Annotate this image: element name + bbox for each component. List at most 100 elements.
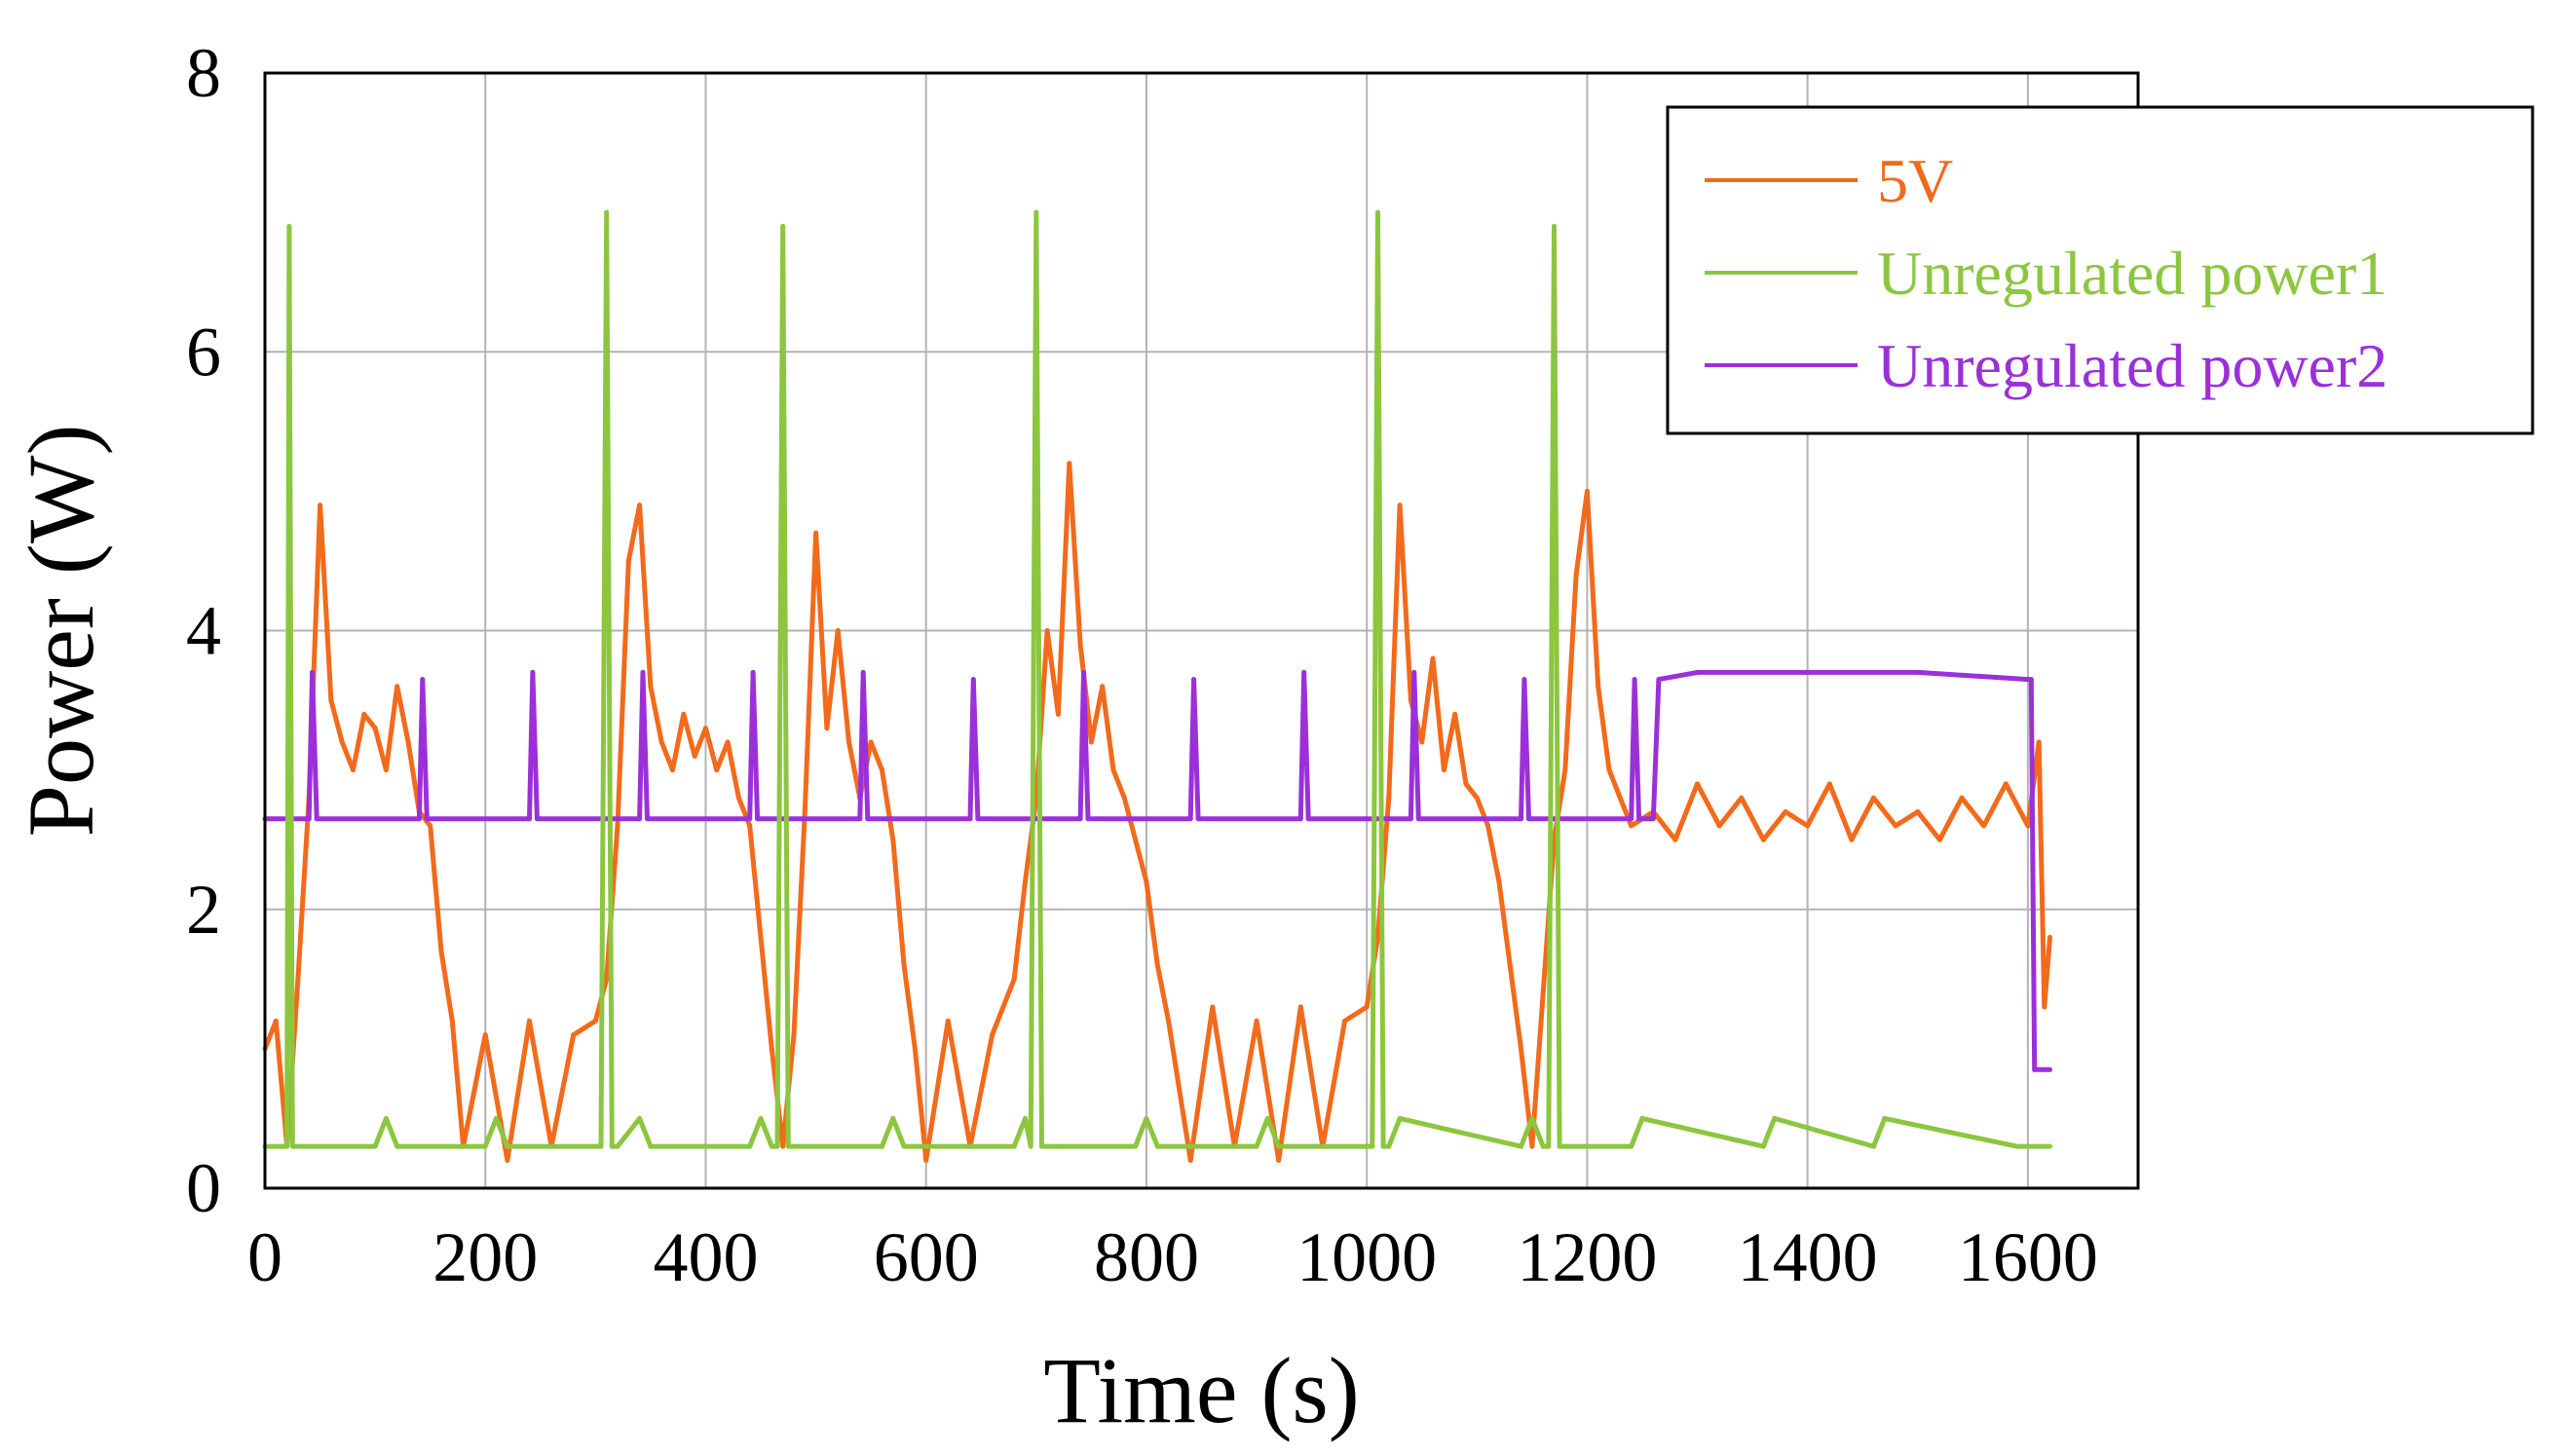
data-point — [1695, 669, 1701, 675]
data-point — [494, 1115, 500, 1121]
data-point — [2028, 677, 2034, 683]
data-point — [1519, 1046, 1524, 1052]
data-point — [295, 1143, 301, 1149]
data-point — [598, 1143, 604, 1149]
data-point — [383, 1115, 389, 1121]
data-point — [1557, 1143, 1562, 1149]
data-point — [1525, 816, 1531, 822]
data-point — [1529, 1143, 1535, 1149]
data-point — [526, 1018, 532, 1024]
data-point — [1783, 809, 1788, 815]
data-point — [310, 669, 316, 675]
data-point — [1011, 976, 1017, 982]
data-point — [284, 1143, 290, 1149]
data-point — [780, 1143, 786, 1149]
x-tick-label: 800 — [1094, 1218, 1199, 1296]
data-point — [658, 739, 664, 745]
data-point — [449, 1018, 455, 1024]
data-point — [1826, 781, 1832, 787]
data-point — [1772, 1115, 1778, 1121]
data-point — [780, 223, 786, 229]
legend-item: Unregulated power1 — [1705, 239, 2387, 308]
data-point — [604, 976, 610, 982]
data-point — [1636, 816, 1642, 822]
data-point — [350, 767, 356, 773]
data-point — [1210, 1004, 1216, 1010]
data-point — [1100, 684, 1106, 690]
data-point — [1254, 1018, 1259, 1024]
data-point — [879, 767, 884, 773]
data-point — [615, 1143, 620, 1149]
data-point — [791, 1032, 797, 1038]
data-point — [1067, 461, 1072, 467]
data-point — [1519, 816, 1524, 822]
data-point — [1380, 1143, 1386, 1149]
data-point — [1936, 837, 1942, 842]
data-point — [769, 1143, 774, 1149]
data-point — [1915, 669, 1921, 675]
data-point — [405, 739, 411, 745]
data-point — [1121, 795, 1127, 801]
data-point — [424, 816, 430, 822]
data-point — [1760, 1143, 1766, 1149]
data-point — [1085, 816, 1091, 822]
data-point — [681, 711, 687, 717]
data-point — [1133, 1143, 1139, 1149]
data-point — [990, 1032, 995, 1038]
data-point — [571, 1032, 577, 1038]
data-point — [640, 669, 646, 675]
data-point — [1276, 1157, 1282, 1163]
data-point — [2047, 1066, 2053, 1072]
data-point — [1596, 684, 1601, 690]
data-point — [758, 1115, 764, 1121]
data-point — [912, 1046, 918, 1052]
data-point — [1370, 1143, 1375, 1149]
data-point — [747, 823, 753, 829]
data-point — [648, 1143, 654, 1149]
legend-item: Unregulated power2 — [1705, 331, 2387, 400]
data-point — [1077, 642, 1083, 648]
data-point — [1374, 209, 1380, 215]
data-point — [923, 1157, 929, 1163]
data-point — [1485, 823, 1491, 829]
data-point — [1629, 823, 1634, 829]
data-point — [289, 1143, 295, 1149]
data-point — [901, 1143, 907, 1149]
data-point — [1011, 1143, 1017, 1149]
data-point — [637, 1115, 643, 1121]
data-point — [1529, 1115, 1535, 1121]
data-point — [1650, 816, 1656, 822]
data-point — [1415, 816, 1421, 822]
data-point — [1276, 1143, 1282, 1149]
data-point — [1419, 739, 1425, 745]
data-point — [857, 816, 863, 822]
data-point — [791, 1143, 797, 1149]
data-point — [1195, 816, 1201, 822]
data-point — [1342, 1018, 1348, 1024]
plot-area-frame — [263, 71, 2140, 1190]
data-point — [416, 816, 422, 822]
data-point — [1297, 1004, 1303, 1010]
data-point — [1629, 1143, 1634, 1149]
data-point — [625, 558, 631, 564]
data-point — [670, 767, 676, 773]
data-point — [482, 1032, 488, 1038]
data-point — [802, 809, 808, 815]
y-tick-label: 6 — [186, 313, 221, 391]
y-axis-title: Power (W) — [9, 425, 113, 838]
data-point — [1760, 837, 1766, 842]
data-point — [1639, 1115, 1645, 1121]
data-point — [1055, 711, 1061, 717]
data-point — [813, 530, 819, 536]
data-point — [1386, 795, 1392, 801]
data-point — [901, 962, 907, 968]
data-point — [394, 684, 400, 690]
data-point — [604, 209, 610, 215]
data-point — [1133, 837, 1139, 842]
data-point — [879, 1143, 884, 1149]
data-point — [2025, 823, 2031, 829]
legend: 5V Unregulated power1 Unregulated power2 — [1666, 105, 2535, 435]
data-point — [286, 223, 292, 229]
data-point — [1364, 1004, 1370, 1010]
